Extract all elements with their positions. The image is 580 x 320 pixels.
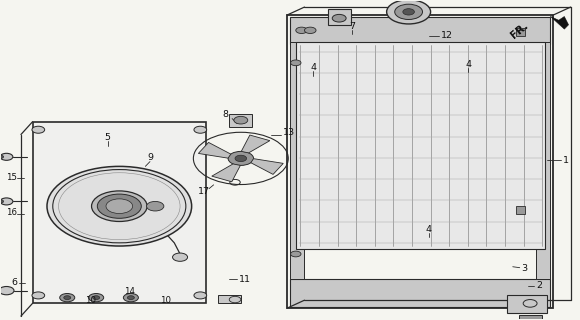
Circle shape (128, 296, 135, 300)
Bar (519, 315, 542, 320)
Text: 8: 8 (222, 110, 228, 119)
Polygon shape (550, 16, 568, 29)
Circle shape (0, 286, 14, 295)
Circle shape (403, 9, 414, 15)
Circle shape (0, 200, 3, 203)
Polygon shape (251, 159, 283, 174)
Bar (32, 122, 206, 303)
Circle shape (228, 151, 253, 165)
Circle shape (332, 14, 346, 22)
Circle shape (291, 251, 301, 257)
Text: 5: 5 (105, 132, 111, 141)
Circle shape (47, 166, 191, 246)
Bar (218, 295, 241, 303)
Circle shape (234, 116, 248, 124)
Text: 7: 7 (350, 22, 356, 31)
Circle shape (147, 201, 164, 211)
Bar (296, 42, 545, 249)
Text: 11: 11 (239, 275, 251, 284)
Text: 10: 10 (85, 296, 96, 305)
Text: 2: 2 (536, 281, 542, 290)
Circle shape (523, 300, 537, 307)
Text: FR.: FR. (509, 21, 530, 41)
Text: 15: 15 (6, 173, 17, 182)
Text: 13: 13 (283, 128, 295, 137)
Text: 4: 4 (310, 63, 316, 72)
Bar (287, 15, 553, 308)
Circle shape (194, 126, 206, 133)
Text: 14: 14 (124, 287, 135, 296)
Circle shape (387, 0, 430, 24)
Bar (536, 42, 550, 279)
Circle shape (235, 155, 246, 162)
Bar (328, 9, 351, 25)
Circle shape (0, 198, 13, 205)
Text: 17: 17 (198, 188, 211, 196)
Text: 9: 9 (147, 153, 153, 162)
Circle shape (395, 4, 422, 20)
Circle shape (296, 27, 307, 34)
Circle shape (106, 199, 133, 213)
Circle shape (92, 191, 147, 221)
Polygon shape (212, 164, 240, 182)
Text: 16: 16 (6, 208, 17, 217)
Circle shape (172, 253, 187, 261)
Circle shape (304, 27, 316, 34)
Circle shape (64, 296, 71, 300)
Circle shape (194, 292, 206, 299)
Polygon shape (241, 135, 270, 153)
Bar (516, 28, 525, 36)
Bar (516, 205, 525, 213)
Bar (229, 114, 252, 126)
Circle shape (0, 153, 13, 160)
Polygon shape (198, 142, 231, 158)
Circle shape (89, 293, 104, 302)
Bar (290, 279, 550, 307)
Circle shape (97, 194, 142, 218)
Circle shape (60, 293, 75, 302)
Text: 1: 1 (563, 156, 569, 164)
Text: 10: 10 (160, 296, 171, 305)
Text: 4: 4 (465, 60, 471, 69)
Bar (507, 295, 548, 313)
Circle shape (32, 126, 45, 133)
Text: 12: 12 (440, 31, 452, 40)
Text: 4: 4 (426, 225, 432, 234)
Circle shape (32, 292, 45, 299)
Circle shape (0, 155, 3, 158)
Circle shape (93, 296, 100, 300)
Bar (290, 17, 550, 44)
Circle shape (229, 296, 241, 303)
Bar (290, 42, 304, 279)
Bar (143, 198, 169, 214)
Text: 6: 6 (11, 278, 17, 287)
Circle shape (291, 60, 301, 66)
Text: 3: 3 (521, 264, 528, 273)
Circle shape (124, 293, 139, 302)
